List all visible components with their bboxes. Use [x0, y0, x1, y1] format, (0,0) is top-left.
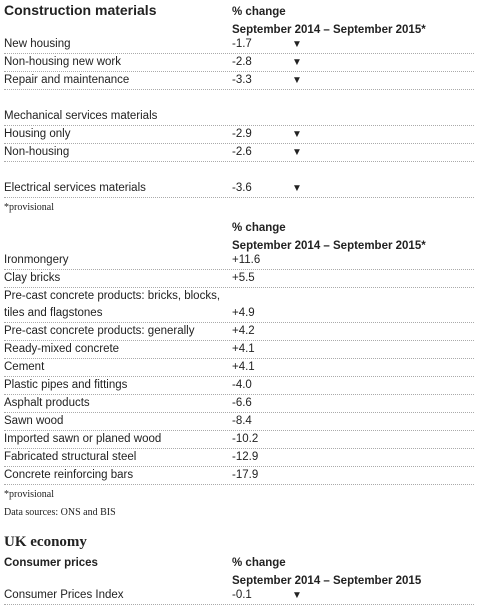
trend-arrow: ▼ [292, 57, 302, 68]
row-label: Consumer Prices Index [4, 589, 124, 601]
subtitle: Consumer prices [4, 557, 98, 569]
row-label: Mechanical services materials [4, 110, 158, 122]
row-label: Ironmongery [4, 254, 69, 266]
title: Construction materials [4, 2, 157, 18]
table-row: Pre-cast concrete products: bricks, bloc… [4, 288, 474, 323]
table-row: Asphalt products -6.6 [4, 395, 474, 413]
period: September 2014 – September 2015 [232, 575, 422, 587]
header: Consumer prices % change [4, 551, 474, 569]
table: Ironmongery +11.6 Clay bricks +5.5 Pre-cast … [4, 252, 474, 485]
trend-arrow: ▼ [292, 590, 302, 601]
table: New housing -1.7 ▼ Non-housing new work -2.8… [4, 36, 474, 198]
spacer [4, 90, 474, 108]
row-value: -10.2 [232, 433, 259, 445]
table-row: Sawn wood -8.4 [4, 413, 474, 431]
table-row: Repair and maintenance -3.3 ▼ [4, 72, 474, 90]
table-row: Imported sawn or planed wood -10.2 [4, 431, 474, 449]
row-label: Repair and maintenance [4, 74, 130, 86]
row-label: Plastic pipes and fittings [4, 379, 128, 391]
note: *provisional [4, 201, 54, 213]
row-label: Non-housing [4, 146, 70, 158]
row-value: +4.2 [232, 325, 255, 337]
row-label: Clay bricks [4, 272, 61, 284]
row-value: -2.8 [232, 56, 252, 68]
table-row: Plastic pipes and fittings -4.0 [4, 377, 474, 395]
table-row: Housing only -2.9 ▼ [4, 126, 474, 144]
row-label: Concrete reinforcing bars [4, 469, 134, 481]
row-value: -0.1 [232, 589, 252, 601]
row-value: -2.9 [232, 128, 252, 140]
table-row: Cement +4.1 [4, 359, 474, 377]
row-value: +4.9 [232, 307, 255, 319]
table-row: Ironmongery +11.6 [4, 252, 474, 270]
row-value: -3.6 [232, 182, 252, 194]
document: Construction materials % change Septembe… [4, 0, 474, 605]
row-label: Non-housing new work [4, 56, 121, 68]
table-row: Non-housing new work -2.8 ▼ [4, 54, 474, 72]
row-label: Pre-cast concrete products: generally [4, 325, 195, 337]
table-row: Non-housing -2.6 ▼ [4, 144, 474, 162]
row-value: -2.6 [232, 146, 252, 158]
table: Consumer Prices Index -0.1 ▼ [4, 587, 474, 605]
row-label: New housing [4, 38, 71, 50]
period: September 2014 – September 2015* [232, 240, 426, 252]
row-value: +4.1 [232, 361, 255, 373]
trend-arrow: ▼ [292, 39, 302, 50]
row-value: +4.1 [232, 343, 255, 355]
column-label: % change [232, 557, 286, 569]
sources: Data sources: ONS and BIS [4, 506, 116, 518]
table-row: Fabricated structural steel -12.9 [4, 449, 474, 467]
row-value: -4.0 [232, 379, 252, 391]
trend-arrow: ▼ [292, 147, 302, 158]
row-value: +5.5 [232, 272, 255, 284]
trend-arrow: ▼ [292, 183, 302, 194]
trend-arrow: ▼ [292, 129, 302, 140]
row-label: Ready-mixed concrete [4, 343, 120, 355]
row-label: Electrical services materials [4, 182, 146, 194]
row-value: +11.6 [232, 254, 261, 266]
row-value: -1.7 [232, 38, 252, 50]
row-value: -3.3 [232, 74, 252, 86]
row-label: Imported sawn or planed wood [4, 433, 162, 445]
row-label: Asphalt products [4, 397, 90, 409]
row-value: -6.6 [232, 397, 252, 409]
spacer [4, 162, 474, 180]
table-row: Concrete reinforcing bars -17.9 [4, 467, 474, 485]
period: September 2014 – September 2015* [232, 24, 426, 36]
table-row: Electrical services materials -3.6 ▼ [4, 180, 474, 198]
row-label: Housing only [4, 128, 71, 140]
table-row: Pre-cast concrete products: generally +4.… [4, 323, 474, 341]
table-row: Consumer Prices Index -0.1 ▼ [4, 587, 474, 605]
title: UK economy [4, 534, 87, 550]
row-value: -8.4 [232, 415, 252, 427]
trend-arrow: ▼ [292, 75, 302, 86]
row-value: -12.9 [232, 451, 259, 463]
row-label: Cement [4, 361, 45, 373]
column-label: % change [232, 6, 286, 18]
row-label: Sawn wood [4, 415, 64, 427]
table-row: Mechanical services materials [4, 108, 474, 126]
row-value: -17.9 [232, 469, 259, 481]
note: *provisional [4, 488, 54, 500]
table-row: New housing -1.7 ▼ [4, 36, 474, 54]
row-label: Fabricated structural steel [4, 451, 137, 463]
row-label: Pre-cast concrete products: bricks, bloc… [4, 290, 221, 319]
column-label: % change [232, 222, 286, 234]
table-row: Clay bricks +5.5 [4, 270, 474, 288]
header: Construction materials % change [4, 0, 474, 18]
table-row: Ready-mixed concrete +4.1 [4, 341, 474, 359]
